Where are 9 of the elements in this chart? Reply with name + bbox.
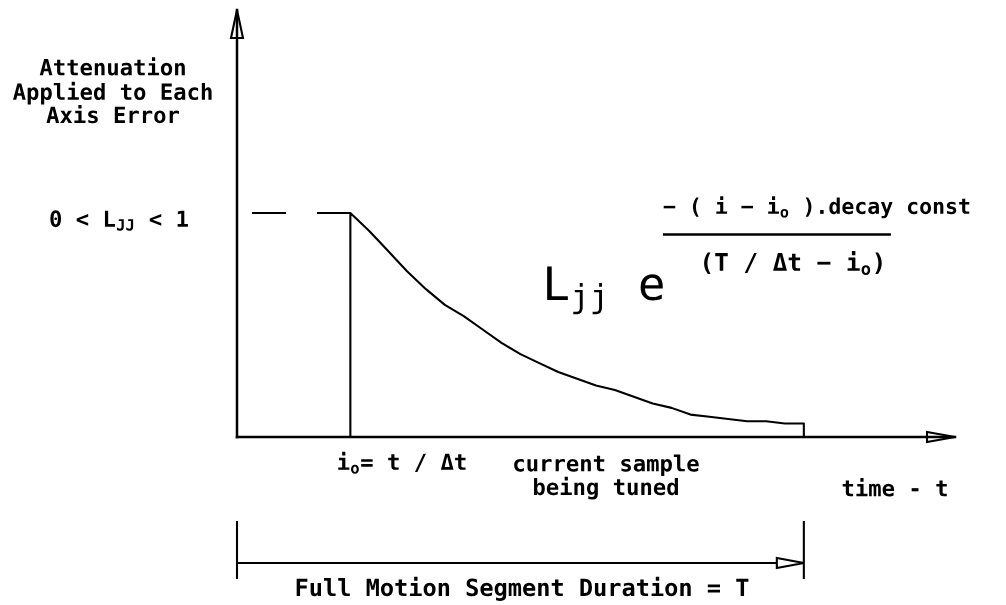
text: Attenuation Applied to Each Axis Error xyxy=(13,57,212,124)
text: L$_{jj}$ e xyxy=(547,266,663,315)
text: i$_{o}$= t / Δt xyxy=(338,451,466,474)
text: Full Motion Segment Duration = T xyxy=(296,576,749,601)
annotation: − ( i − i$_{o}$ ).decay const xyxy=(663,196,970,219)
annotation: (T / Δt − i$_{o}$) xyxy=(704,251,882,276)
x-axis-title: time - t xyxy=(842,478,947,497)
text: 0 < L$_{JJ}$ < 1 xyxy=(50,210,188,231)
text: current sample being tuned xyxy=(514,454,699,500)
